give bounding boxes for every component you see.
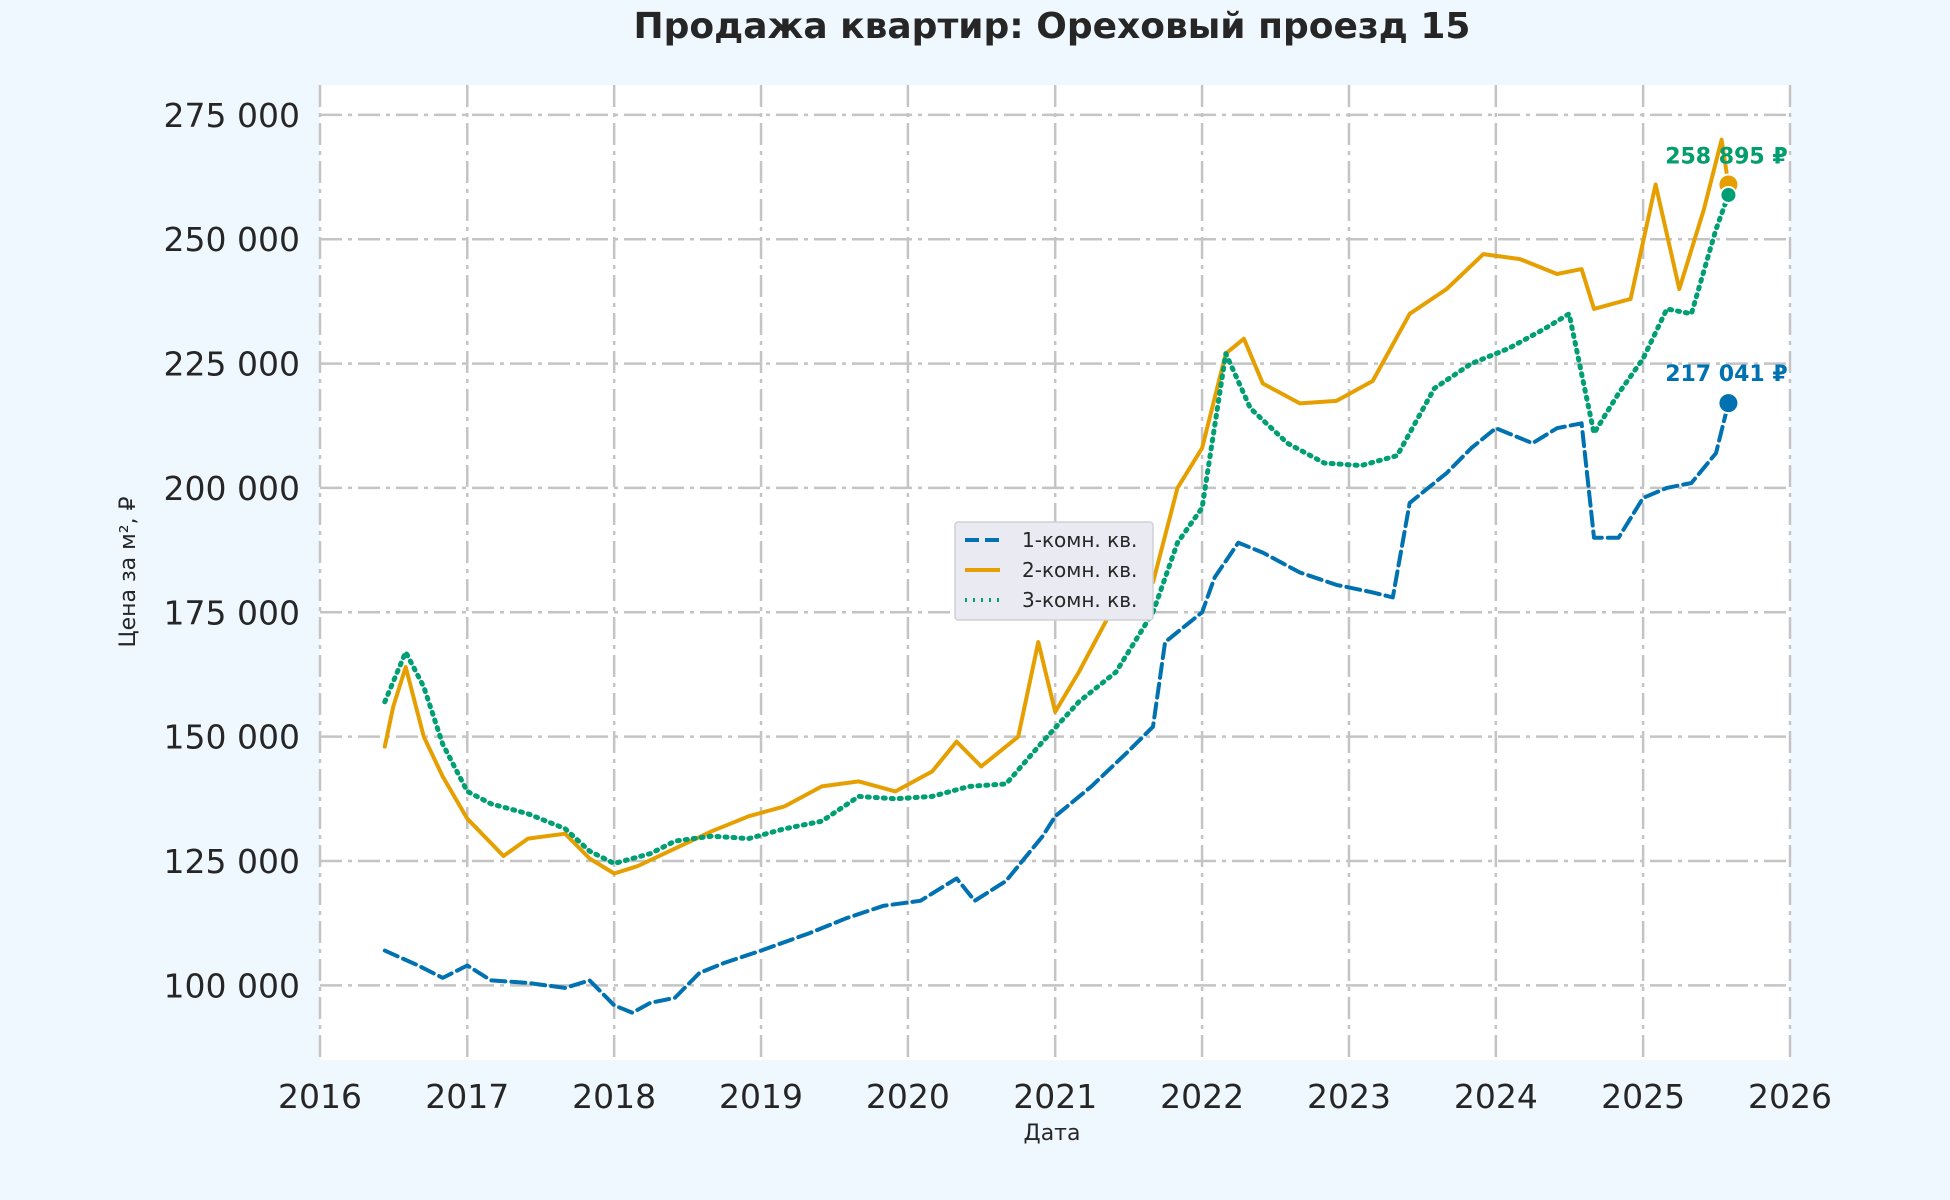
legend-label: 2-комн. кв. (1022, 558, 1137, 582)
y-tick-label: 225 000 (164, 345, 300, 384)
legend: 1-комн. кв. 2-комн. кв. 3-комн. кв. (954, 521, 1154, 621)
series-line (382, 401, 1731, 1015)
x-tick-label: 2020 (866, 1077, 950, 1116)
chart-title: Продажа квартир: Ореховый проезд 15 (634, 6, 1471, 47)
y-axis-label: Цена за м², ₽ (116, 496, 141, 647)
y-tick-label: 200 000 (164, 469, 300, 508)
x-tick-label: 2022 (1160, 1077, 1244, 1116)
grid (318, 85, 1792, 1060)
y-tick-label: 250 000 (164, 220, 300, 259)
x-tick-label: 2026 (1748, 1077, 1832, 1116)
series-line (382, 192, 1731, 866)
x-tick-label: 2025 (1601, 1077, 1685, 1116)
legend-box (954, 521, 1154, 621)
series-end-marker (1717, 392, 1740, 415)
series-end-label: 217 041 ₽ (1665, 362, 1787, 387)
series-end-label: 258 895 ₽ (1665, 145, 1787, 170)
x-tick-label: 2019 (719, 1077, 803, 1116)
x-tick-label: 2021 (1013, 1077, 1097, 1116)
x-tick-label: 2024 (1454, 1077, 1538, 1116)
y-tick-label: 125 000 (164, 842, 300, 881)
y-tick-label: 175 000 (164, 593, 300, 632)
series-end-label: 258 895 ₽ (1665, 145, 1787, 170)
x-axis-label: Дата (1024, 1121, 1081, 1146)
legend-label: 3-комн. кв. (1022, 588, 1137, 612)
x-tick-label: 2018 (572, 1077, 656, 1116)
y-tick-label: 275 000 (164, 96, 300, 135)
x-tick-label: 2023 (1307, 1077, 1391, 1116)
y-tick-label: 100 000 (164, 966, 300, 1005)
y-tick-label: 150 000 (164, 718, 300, 757)
x-tick-label: 2017 (425, 1077, 509, 1116)
x-axis-ticks: 2016 2017 2018 2019 2020 2021 2022 2023 2024 2025… (278, 1077, 1832, 1116)
end-markers: 258 895 ₽258 895 ₽217 041 ₽ (1665, 145, 1788, 415)
y-axis-ticks: 100 000 125 000 150 000 175 000 200 000 225 0… (164, 96, 300, 1006)
series-end-marker (1719, 185, 1738, 204)
series-line (382, 137, 1731, 876)
legend-label: 1-комн. кв. (1022, 528, 1137, 552)
x-tick-label: 2016 (278, 1077, 362, 1116)
series-group (382, 137, 1731, 1015)
